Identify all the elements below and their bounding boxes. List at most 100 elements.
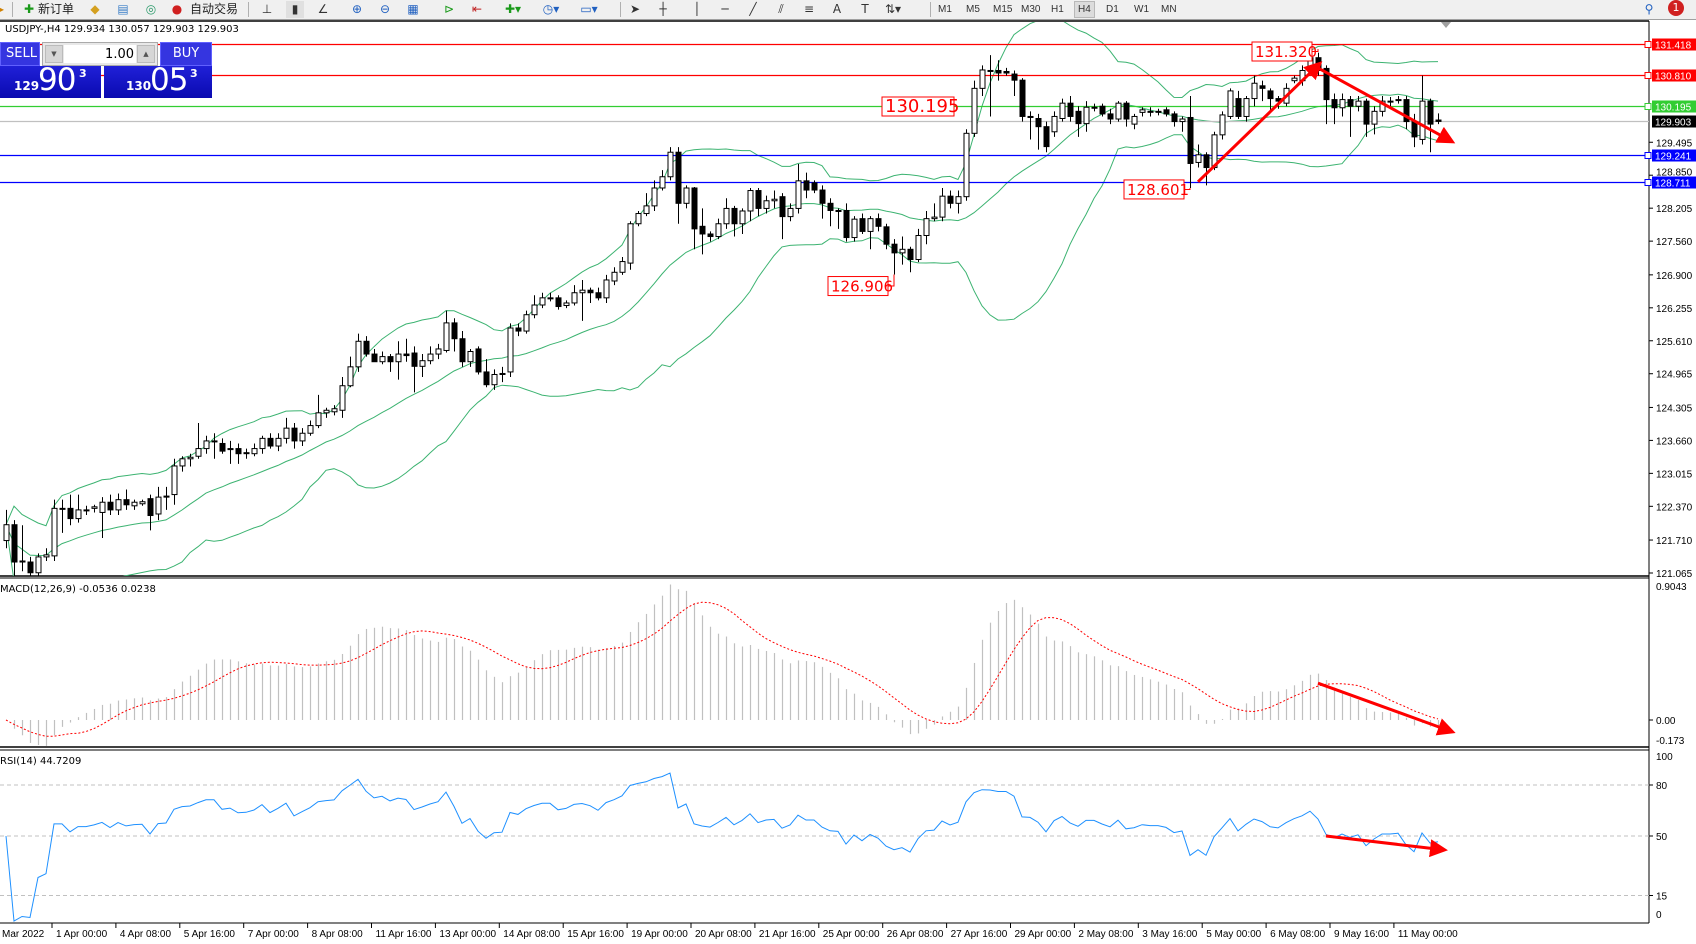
bar-chart-icon[interactable]: ⊥ <box>261 2 273 16</box>
timeframe-m30[interactable]: M30 <box>1021 4 1041 15</box>
autotrading-icon[interactable]: ● <box>171 2 183 16</box>
arrows-icon[interactable]: ⇅▾ <box>884 2 902 16</box>
line-chart-icon[interactable]: ∠ <box>317 2 329 16</box>
candle-body-bull <box>611 271 618 282</box>
bollinger-middle-line <box>5 93 1439 557</box>
new-order-button[interactable]: 新订单 <box>38 2 75 16</box>
price-tick-label: 123.660 <box>1656 436 1693 447</box>
ask-price-button[interactable]: 130 05 3 <box>104 62 212 98</box>
candle-body-bull <box>563 302 570 307</box>
time-tick-label: 5 Apr 16:00 <box>184 929 236 940</box>
candle <box>1403 96 1410 130</box>
lot-increase-button[interactable]: ▲ <box>137 45 155 63</box>
bollinger-lower-line <box>5 124 1439 576</box>
candle-body-bear <box>731 207 738 225</box>
autotrading-button[interactable]: 自动交易 <box>190 2 239 16</box>
chart-shift-marker[interactable] <box>1441 22 1451 28</box>
candle-body-bear <box>1075 110 1082 125</box>
templates-icon[interactable]: ▭▾ <box>580 2 598 16</box>
candle <box>83 505 90 516</box>
zoom-out-icon[interactable]: ⊖ <box>379 2 391 16</box>
trend-arrow[interactable] <box>1325 834 1448 858</box>
trend-arrows[interactable] <box>1196 61 1456 858</box>
timeframe-h1[interactable]: H1 <box>1051 4 1064 15</box>
chart-shift-icon[interactable]: ⇤ <box>471 2 483 16</box>
candle-body-bull <box>139 501 146 505</box>
timeframe-m1[interactable]: M1 <box>938 4 952 15</box>
auto-scroll-icon[interactable]: ⊳ <box>443 2 455 16</box>
candle <box>1259 80 1266 102</box>
line-anchor-handle <box>1644 103 1652 110</box>
timeframe-mn[interactable]: MN <box>1161 4 1177 15</box>
price-line-label: 130.810 <box>1655 72 1692 83</box>
candle-body-bull <box>739 210 746 225</box>
timeframe-m5[interactable]: M5 <box>966 4 980 15</box>
lot-size-input[interactable] <box>64 45 136 63</box>
candle-body-bull <box>523 314 530 332</box>
candle-body-bull <box>1139 109 1146 113</box>
candle <box>1179 116 1186 132</box>
sell-button[interactable]: SELL <box>0 42 40 66</box>
candle <box>1011 70 1018 97</box>
candle-body-bear <box>595 292 602 299</box>
crosshair-icon[interactable]: ┼ <box>659 2 667 16</box>
cursor-icon[interactable]: ➤ <box>629 2 641 16</box>
equidistant-channel-icon[interactable]: ⫽ <box>778 2 784 16</box>
horizontal-line-icon[interactable]: ─ <box>721 2 729 16</box>
candle-body-bear <box>1043 126 1050 148</box>
candle-body-bull <box>747 190 754 212</box>
candle <box>491 369 498 390</box>
candle-body-bull <box>187 456 194 460</box>
candle-body-bull <box>315 412 322 427</box>
notification-badge[interactable]: 1 <box>1668 0 1684 16</box>
text-label-icon[interactable]: T <box>861 2 869 16</box>
price-tick-label: 121.065 <box>1656 569 1693 580</box>
time-tick-label: 26 Apr 08:00 <box>887 929 944 940</box>
candle <box>339 377 346 418</box>
periods-icon[interactable]: ◷▾ <box>542 2 560 16</box>
candle <box>299 428 306 447</box>
timeframe-m15[interactable]: M15 <box>993 4 1013 15</box>
candle <box>611 267 618 286</box>
candle <box>571 285 578 306</box>
fibonacci-icon[interactable]: ≡ <box>803 2 815 16</box>
timeframe-h4[interactable]: H4 <box>1074 1 1095 18</box>
trend-arrow[interactable] <box>1317 681 1456 736</box>
rsi-axis: 100 80 50 15 0 <box>1649 752 1673 921</box>
candle-body-bull <box>635 213 642 225</box>
search-icon[interactable]: ⚲ <box>1644 2 1654 16</box>
indicators-icon[interactable]: ✚▾ <box>504 2 522 16</box>
data-window-icon[interactable]: ▤ <box>117 2 129 16</box>
zoom-in-icon[interactable]: ⊕ <box>351 2 363 16</box>
candle-body-bull <box>379 356 386 363</box>
buy-button[interactable]: BUY <box>160 42 212 66</box>
candle-body-bear <box>147 498 154 517</box>
candle-body-bear <box>1019 79 1026 117</box>
price-tick-label: 121.710 <box>1656 536 1693 547</box>
timeframe-d1[interactable]: D1 <box>1106 4 1119 15</box>
vertical-line-icon[interactable]: │ <box>693 2 701 16</box>
candle <box>1347 96 1354 137</box>
trend-arrow[interactable] <box>1196 61 1323 183</box>
navigator-icon[interactable]: ◎ <box>145 2 157 16</box>
candlestick-icon[interactable]: ▮ <box>286 1 304 18</box>
candle <box>187 453 194 467</box>
new-order-icon[interactable]: ✚ <box>23 2 35 16</box>
candle <box>667 147 674 181</box>
trendline-icon[interactable]: ╱ <box>749 2 757 16</box>
lot-decrease-button[interactable]: ▼ <box>45 45 63 63</box>
timeframe-w1[interactable]: W1 <box>1134 4 1149 15</box>
toolbar-separator <box>248 2 249 17</box>
text-icon[interactable]: A <box>832 2 842 16</box>
bid-price-button[interactable]: 129 90 3 <box>0 62 101 98</box>
candle <box>779 193 786 240</box>
candle <box>315 394 322 429</box>
tile-windows-icon[interactable]: ▦ <box>407 2 419 16</box>
candle-body-bull <box>771 198 778 202</box>
candle-body-bull <box>251 448 258 455</box>
trend-arrow[interactable] <box>1317 66 1456 144</box>
candle <box>27 556 34 576</box>
price-label-box <box>1251 41 1313 62</box>
market-watch-icon[interactable]: ◆ <box>90 2 100 16</box>
